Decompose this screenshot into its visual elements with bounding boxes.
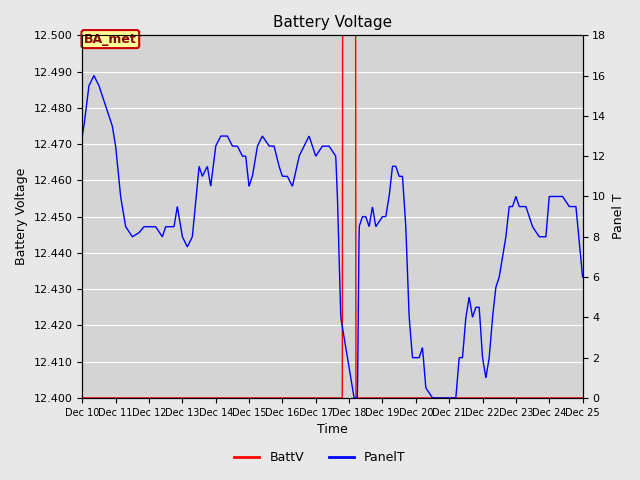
- Y-axis label: Panel T: Panel T: [612, 194, 625, 240]
- Legend: BattV, PanelT: BattV, PanelT: [229, 446, 411, 469]
- Text: BA_met: BA_met: [84, 33, 137, 46]
- Y-axis label: Battery Voltage: Battery Voltage: [15, 168, 28, 265]
- Title: Battery Voltage: Battery Voltage: [273, 15, 392, 30]
- X-axis label: Time: Time: [317, 423, 348, 436]
